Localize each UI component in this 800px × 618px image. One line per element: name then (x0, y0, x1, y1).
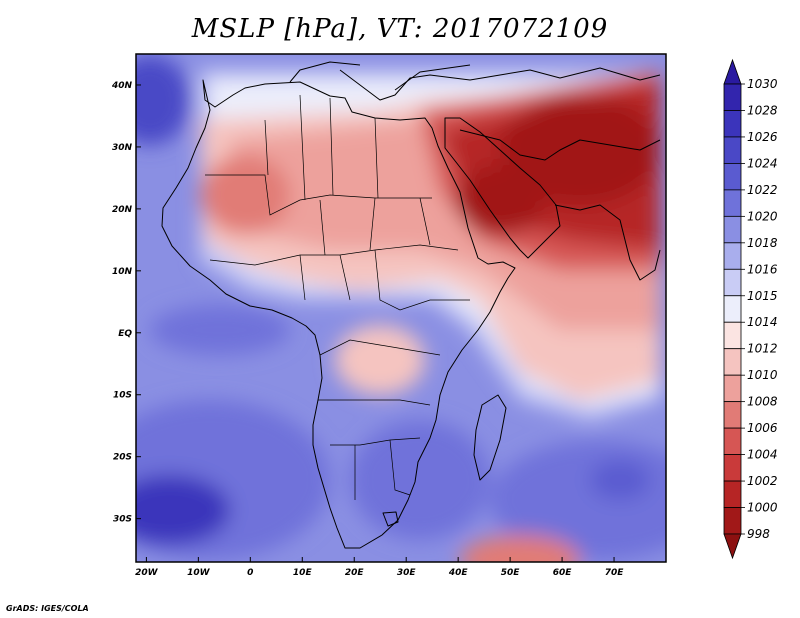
colorbar-label: 1026 (747, 130, 778, 144)
colorbar-swatch (723, 83, 742, 111)
colorbar-label: 1024 (747, 156, 778, 170)
longitude-axis: 20W 10W 0 10E 20E 30E 40E 50E 60E 70E (135, 557, 624, 578)
colorbar-swatch (723, 110, 742, 138)
colorbar-label: 1015 (747, 289, 778, 303)
lon-tick-label: 20W (135, 568, 159, 578)
colorbar-swatch (723, 242, 742, 270)
latitude-axis: 40N 30N 20N 10N EQ 10S 20S 30S (111, 81, 141, 525)
colorbar-label: 1016 (747, 262, 778, 276)
colorbar-swatch (723, 189, 742, 217)
lat-tick-label: 20S (113, 453, 132, 463)
lon-tick-label: 40E (448, 568, 469, 578)
colorbar-swatch (723, 427, 742, 455)
lat-tick-label: 30S (113, 515, 132, 525)
lat-tick-label: 10N (112, 267, 133, 277)
colorbar-label: 1028 (747, 103, 778, 117)
lat-tick-label: 20N (112, 205, 133, 215)
lat-tick-label: 40N (111, 81, 133, 91)
map-title: MSLP [hPa], VT: 2017072109 (191, 14, 609, 44)
colorbar-label: 1002 (747, 474, 778, 488)
colorbar-label: 1030 (747, 77, 778, 91)
colorbar-swatch (723, 295, 742, 323)
colorbar-swatch (723, 454, 742, 482)
colorbar-swatch (723, 348, 742, 376)
lat-tick-label: EQ (118, 329, 132, 339)
colorbar-swatch (723, 507, 742, 535)
colorbar-swatch (723, 268, 742, 297)
colorbar-swatch (723, 480, 742, 508)
colorbar-label: 1008 (747, 395, 778, 409)
lon-tick-label: 0 (247, 568, 253, 578)
colorbar-swatch (723, 374, 742, 403)
grads-credit: GrADS: IGES/COLA (6, 604, 89, 613)
country-borders (205, 94, 470, 500)
colorbar-label: 998 (747, 527, 770, 541)
colorbar-swatch (723, 401, 742, 429)
colorbar-label: 1020 (747, 209, 778, 223)
lat-tick-label: 10S (113, 391, 132, 401)
lat-tick-label: 30N (112, 143, 133, 153)
colorbar-swatch (723, 163, 742, 191)
colorbar-bottom-arrow (723, 533, 742, 560)
colorbar-label: 1022 (747, 183, 778, 197)
pressure-field (136, 54, 666, 562)
colorbar-label: 1004 (747, 448, 778, 462)
lon-tick-label: 20E (345, 568, 365, 578)
colorbar-label: 1014 (747, 315, 778, 329)
colorbar-label: 1010 (747, 368, 778, 382)
lon-tick-label: 10E (293, 568, 313, 578)
colorbar: 1030 1028 1026 1024 1022 1020 1018 1016 1015 1014… (723, 58, 778, 560)
colorbar-swatch (723, 321, 742, 350)
colorbar-label: 1000 (747, 501, 778, 515)
colorbar-swatch (723, 136, 742, 164)
lon-tick-label: 60E (553, 568, 573, 578)
lon-tick-label: 10W (187, 568, 211, 578)
coastlines (161, 61, 661, 549)
map-frame (135, 53, 667, 563)
colorbar-top-arrow (723, 58, 742, 85)
colorbar-swatch (723, 215, 742, 244)
colorbar-label: 1012 (747, 342, 778, 356)
colorbar-label: 1018 (747, 236, 778, 250)
lon-tick-label: 50E (501, 568, 521, 578)
lon-tick-label: 70E (605, 568, 625, 578)
lon-tick-label: 30E (397, 568, 417, 578)
colorbar-label: 1006 (747, 421, 778, 435)
